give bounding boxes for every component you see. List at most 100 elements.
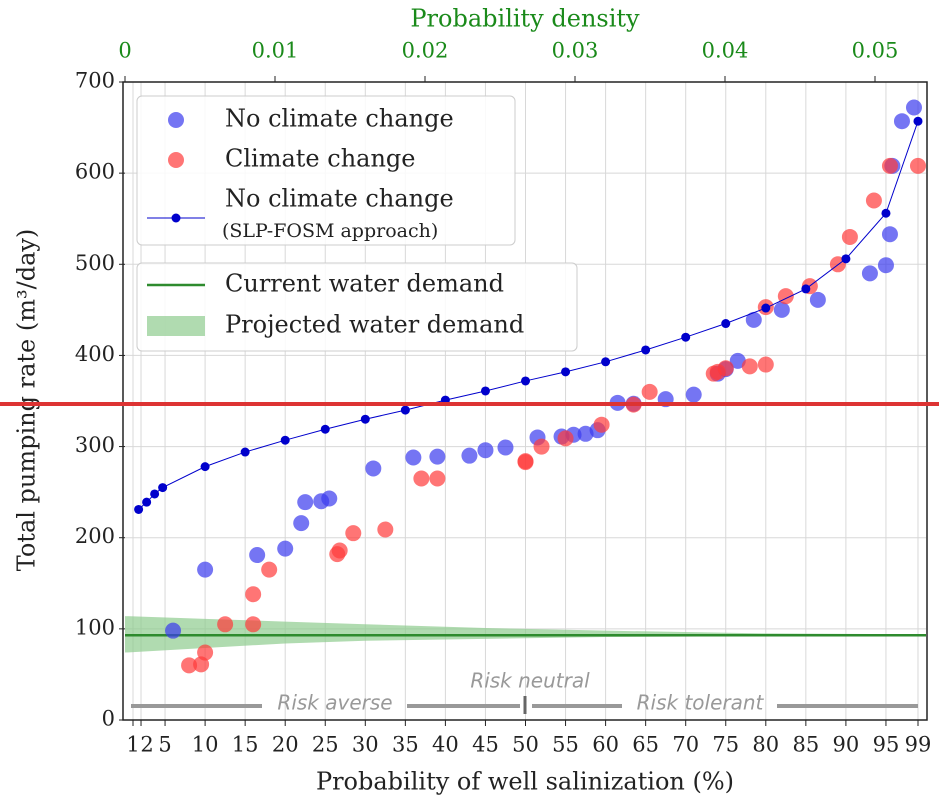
point	[365, 460, 382, 477]
x-tick-label: 70	[672, 733, 699, 757]
x-tick-label: 10	[192, 733, 219, 757]
plot-frame	[122, 81, 928, 721]
point	[721, 319, 731, 329]
x-tick-label: 50	[512, 733, 539, 757]
x-tick-label: 30	[352, 733, 379, 757]
x-tick-label: 55	[552, 733, 579, 757]
x2-tick-label: 0.05	[852, 39, 899, 63]
point	[533, 438, 550, 455]
point	[293, 515, 310, 532]
point	[729, 352, 746, 369]
annotation: Risk tolerant	[637, 691, 765, 715]
point	[745, 311, 762, 328]
y-tick-label: 400	[75, 342, 115, 366]
point	[741, 358, 758, 375]
point	[405, 449, 422, 466]
x-tick-label: 40	[432, 733, 459, 757]
y-tick-label: 300	[75, 433, 115, 457]
y-tick-label: 200	[75, 524, 115, 548]
point	[577, 425, 594, 442]
point	[429, 470, 446, 487]
point	[517, 453, 534, 470]
point	[601, 357, 611, 367]
x-tick-label: 90	[833, 733, 860, 757]
x-axis-title: Probability of well salinization (%)	[316, 768, 734, 796]
point	[477, 442, 494, 459]
point	[277, 540, 294, 557]
annotation: Risk averse	[277, 691, 392, 715]
point	[280, 435, 290, 445]
y-tick-label: 600	[75, 160, 115, 184]
point	[297, 494, 314, 511]
point	[413, 470, 430, 487]
point	[909, 157, 926, 174]
annotation: Risk neutral	[470, 669, 590, 693]
y-tick-label: 500	[75, 251, 115, 275]
point	[217, 616, 234, 633]
point	[134, 504, 144, 514]
legend-label: Climate change	[225, 145, 416, 173]
x-tick-label: 35	[392, 733, 419, 757]
point	[641, 345, 651, 355]
point	[200, 462, 210, 472]
x-tick-label: 85	[792, 733, 819, 757]
point	[521, 376, 530, 386]
point	[773, 301, 790, 318]
point	[331, 542, 348, 559]
point	[557, 430, 574, 447]
point	[841, 228, 858, 245]
legend	[136, 95, 516, 246]
x-tick-label: 75	[712, 733, 739, 757]
x-tick-label: 2	[140, 733, 153, 757]
point	[841, 254, 851, 264]
point	[881, 157, 898, 174]
point	[158, 483, 168, 493]
point	[320, 424, 330, 434]
point	[197, 561, 214, 578]
legend-marker	[168, 112, 184, 128]
x-tick-label: 80	[752, 733, 779, 757]
point	[261, 561, 278, 578]
x-tick-label: 99	[905, 733, 932, 757]
point	[685, 386, 702, 403]
x2-tick-label: 0.01	[252, 39, 299, 63]
point	[809, 291, 826, 308]
point	[377, 521, 394, 538]
legend-marker	[171, 213, 181, 223]
point	[757, 356, 774, 373]
x2-tick-label: 0	[118, 39, 131, 63]
legend-label: Projected water demand	[225, 311, 524, 339]
x-tick-label: 45	[472, 733, 499, 757]
point	[181, 657, 198, 674]
point	[360, 414, 370, 424]
x-tick-label: 20	[272, 733, 299, 757]
point	[321, 490, 338, 507]
legend-label: No climate change	[225, 105, 454, 133]
legend-label: No climate change	[225, 185, 454, 213]
point	[142, 497, 152, 507]
point	[240, 447, 250, 457]
point	[865, 192, 882, 209]
legend-note: (SLP-FOSM approach)	[222, 220, 438, 242]
point	[717, 360, 734, 377]
x-tick-label: 15	[232, 733, 259, 757]
point	[245, 586, 262, 603]
point	[197, 644, 214, 661]
x-tick-label: 5	[158, 733, 171, 757]
x-tick-label: 1	[126, 733, 139, 757]
legend-marker	[147, 316, 205, 336]
y-tick-label: 700	[75, 69, 115, 93]
y-axis-title: Total pumping rate (m³/day)	[13, 229, 41, 572]
y-tick-label: 100	[75, 615, 115, 639]
point	[593, 416, 610, 433]
point	[150, 489, 160, 499]
legend	[136, 262, 578, 352]
x-tick-label: 65	[632, 733, 659, 757]
legend-label: Current water demand	[225, 270, 504, 298]
point	[400, 405, 410, 415]
x-tick-label: 95	[873, 733, 900, 757]
point	[641, 383, 658, 400]
point	[561, 367, 571, 377]
point	[681, 332, 691, 342]
